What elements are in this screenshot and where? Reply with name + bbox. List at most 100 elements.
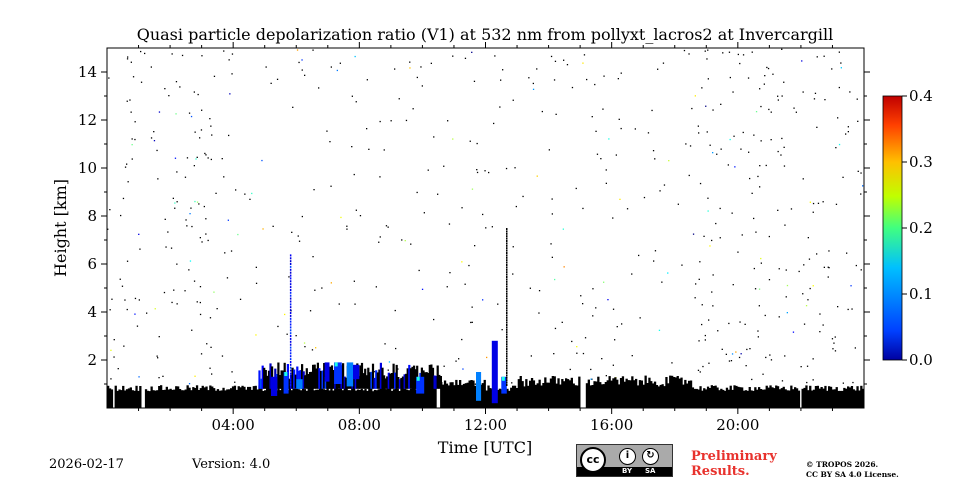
depol-patch bbox=[416, 376, 425, 394]
vertical-streak bbox=[506, 336, 508, 338]
vertical-streak bbox=[506, 331, 508, 334]
vertical-streak bbox=[289, 358, 292, 361]
vertical-streak bbox=[289, 335, 292, 337]
vertical-streak bbox=[506, 343, 508, 346]
vertical-streak bbox=[289, 363, 292, 366]
vertical-streak bbox=[506, 271, 508, 274]
vertical-streak bbox=[289, 355, 292, 358]
depol-patch bbox=[346, 362, 354, 387]
vertical-streak bbox=[289, 384, 292, 386]
vertical-streak bbox=[506, 252, 508, 254]
copyright-line-2: CC BY SA 4.0 License. bbox=[806, 470, 899, 479]
vertical-streak bbox=[506, 372, 508, 374]
vertical-streak bbox=[506, 350, 508, 353]
vertical-streak bbox=[506, 268, 508, 271]
vertical-streak bbox=[506, 367, 508, 370]
vertical-streak bbox=[506, 285, 508, 288]
vertical-streak bbox=[506, 374, 508, 377]
y-tick-label: 4 bbox=[87, 303, 97, 321]
noise-speckle bbox=[107, 48, 864, 385]
vertical-streak bbox=[289, 312, 292, 314]
vertical-streak bbox=[506, 376, 508, 379]
vertical-streak bbox=[289, 349, 292, 352]
colorbar-tick-label: 0.3 bbox=[909, 153, 933, 171]
preliminary-notice: Preliminary Results. bbox=[691, 449, 777, 479]
vertical-streak bbox=[506, 295, 508, 298]
vertical-streak bbox=[506, 355, 508, 358]
vertical-streak bbox=[289, 378, 292, 381]
vertical-streak bbox=[506, 259, 508, 262]
vertical-streak bbox=[506, 302, 508, 305]
vertical-streak bbox=[506, 328, 508, 331]
y-tick-label: 12 bbox=[78, 111, 97, 129]
colorbar-tick-label: 0.0 bbox=[909, 351, 933, 369]
y-tick-label: 8 bbox=[87, 207, 97, 225]
vertical-streak bbox=[506, 273, 508, 276]
vertical-streak bbox=[506, 381, 508, 384]
colorbar bbox=[882, 95, 903, 361]
vertical-streak bbox=[289, 260, 292, 263]
vertical-streak bbox=[289, 274, 292, 277]
depol-patch bbox=[334, 362, 342, 384]
depol-patch-high bbox=[334, 362, 338, 367]
vertical-streak bbox=[506, 261, 508, 264]
vertical-streak bbox=[506, 264, 508, 266]
cc-badge-strip bbox=[577, 467, 672, 476]
depol-patch-high bbox=[284, 372, 288, 376]
chart-title: Quasi particle depolarization ratio (V1)… bbox=[137, 25, 834, 44]
vertical-streak bbox=[289, 375, 292, 378]
vertical-streak bbox=[289, 352, 292, 355]
colorbar-tick-label: 0.2 bbox=[909, 219, 933, 237]
depol-patch bbox=[476, 372, 482, 401]
preliminary-line-2: Results. bbox=[691, 464, 750, 479]
vertical-streak bbox=[289, 309, 292, 312]
vertical-streak bbox=[506, 326, 508, 329]
vertical-streak bbox=[506, 232, 508, 235]
vertical-streak bbox=[506, 333, 508, 336]
x-axis: 04:00 08:00 12:00 16:00 20:00 bbox=[138, 42, 833, 434]
vertical-streak bbox=[506, 384, 508, 386]
footer-version: Version: 4.0 bbox=[192, 457, 271, 472]
vertical-streak bbox=[506, 230, 508, 233]
x-tick-label: 20:00 bbox=[716, 416, 759, 434]
vertical-streak bbox=[289, 326, 292, 329]
y-tick-label: 6 bbox=[87, 255, 97, 273]
vertical-streak bbox=[289, 361, 292, 363]
vertical-streak bbox=[289, 294, 292, 297]
vertical-streak bbox=[289, 271, 292, 274]
vertical-streak bbox=[506, 235, 508, 238]
vertical-streak bbox=[506, 352, 508, 355]
vertical-streak bbox=[506, 348, 508, 350]
vertical-streak bbox=[506, 290, 508, 293]
vertical-streak bbox=[506, 244, 508, 247]
copyright-notice: © TROPOS 2026. CC BY SA 4.0 License. bbox=[806, 460, 899, 480]
vertical-streak bbox=[289, 306, 292, 309]
vertical-streak bbox=[506, 314, 508, 317]
vertical-streak bbox=[289, 297, 292, 300]
vertical-streak bbox=[506, 256, 508, 259]
vertical-streak bbox=[506, 362, 508, 365]
depol-patch bbox=[501, 376, 507, 394]
cc-by-label: BY bbox=[622, 467, 633, 475]
vertical-streak bbox=[506, 345, 508, 348]
depol-patch bbox=[296, 379, 303, 389]
y-tick-label: 2 bbox=[87, 351, 97, 369]
depol-patch bbox=[324, 362, 330, 382]
colorbar-tick-label: 0.1 bbox=[909, 285, 933, 303]
vertical-streak bbox=[506, 280, 508, 283]
vertical-streak bbox=[506, 278, 508, 281]
vertical-streak bbox=[506, 364, 508, 367]
vertical-streak bbox=[506, 309, 508, 312]
vertical-streak bbox=[289, 329, 292, 332]
vertical-streak bbox=[289, 283, 292, 286]
plot-area bbox=[107, 48, 864, 408]
y-tick-label: 10 bbox=[78, 159, 97, 177]
depol-patch-high bbox=[416, 376, 420, 381]
copyright-line-1: © TROPOS 2026. bbox=[806, 460, 879, 469]
y-axis: 2 4 6 8 10 12 14 bbox=[78, 63, 870, 385]
vertical-streak bbox=[506, 304, 508, 307]
vertical-streak bbox=[506, 357, 508, 360]
vertical-streak bbox=[506, 340, 508, 343]
vertical-streak bbox=[506, 283, 508, 286]
vertical-streak bbox=[506, 324, 508, 326]
